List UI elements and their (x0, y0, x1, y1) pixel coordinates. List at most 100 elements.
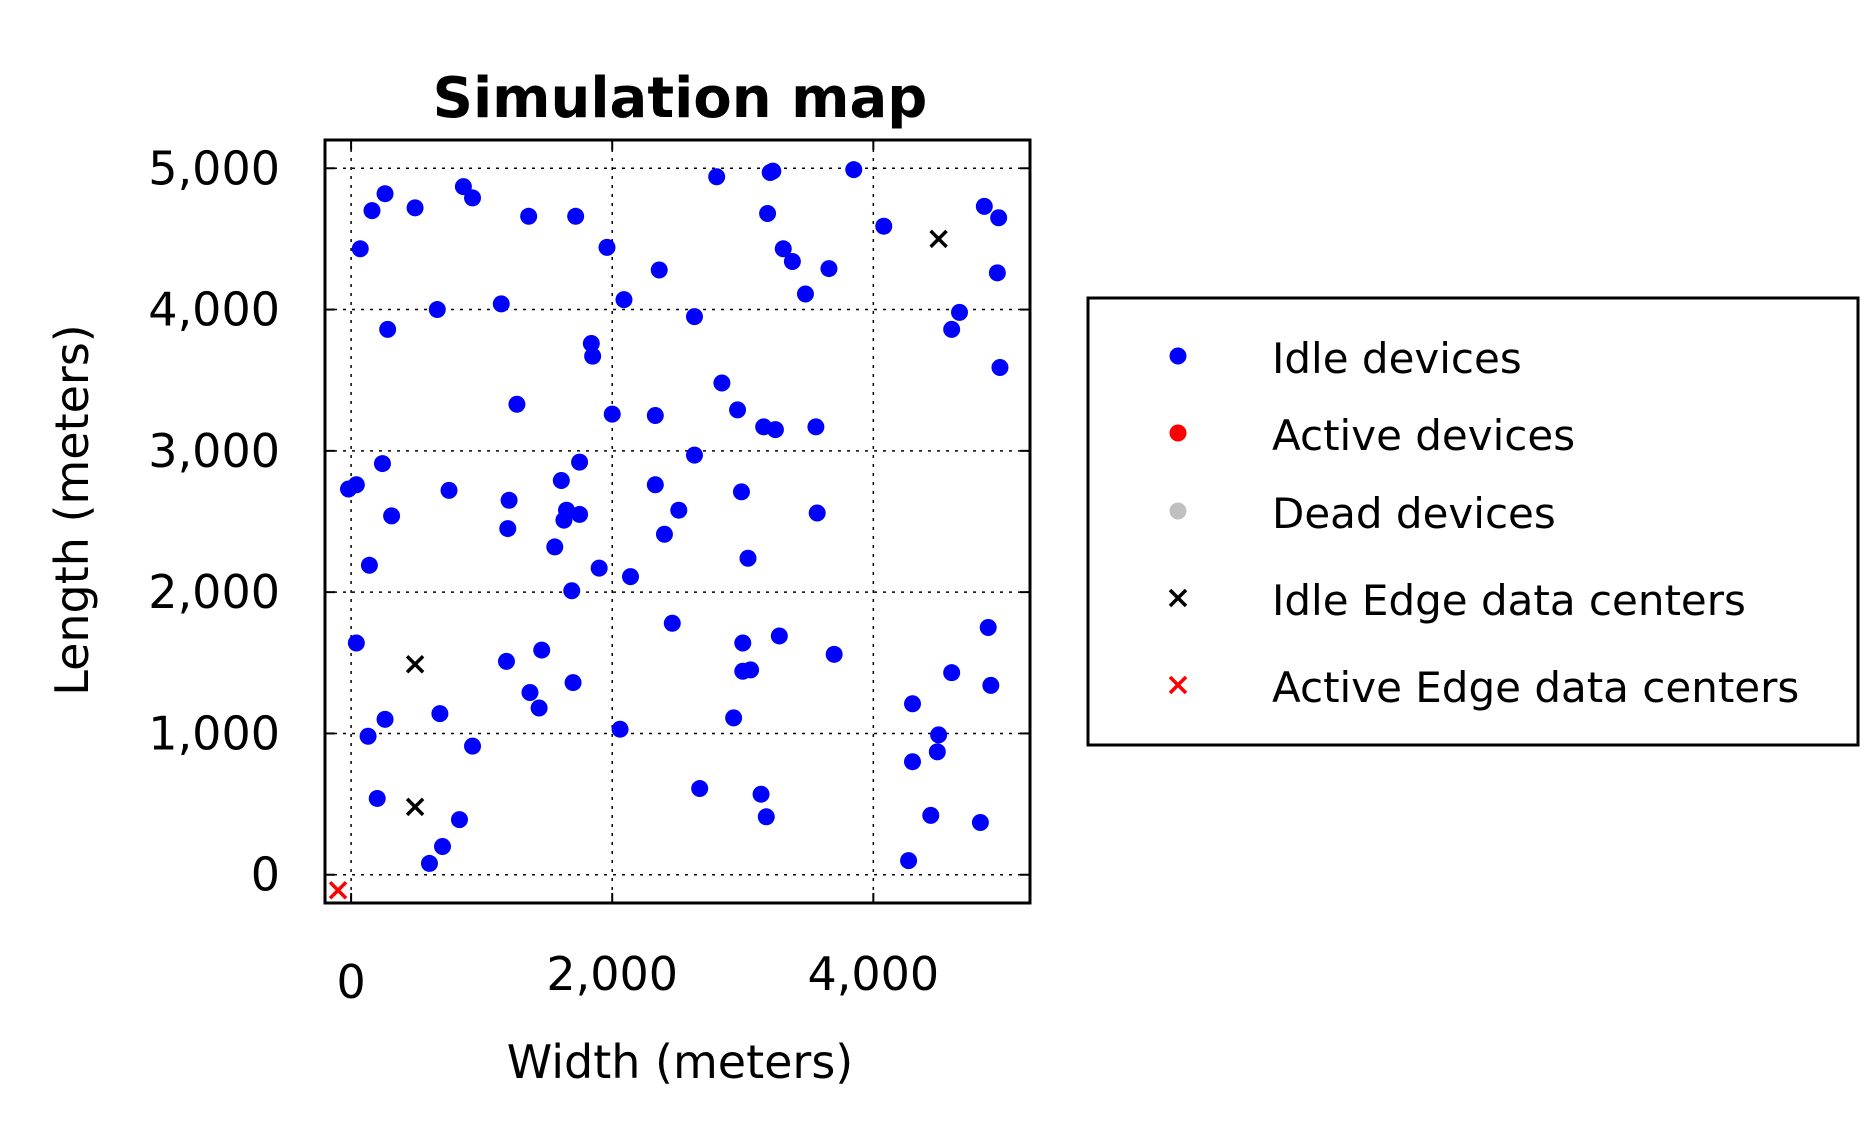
idle-device-point (808, 504, 826, 522)
idle-device-point (376, 185, 394, 203)
x-tick-label: 0 (336, 955, 365, 1009)
idle-device-point (379, 320, 397, 338)
idle-device-point (991, 358, 1009, 376)
idle-device-point (622, 568, 639, 586)
idle-device-point (646, 476, 664, 494)
idle-device-point (734, 634, 752, 652)
chart-title: Simulation map (433, 66, 928, 131)
legend-item-dead-devices-label: Dead devices (1272, 489, 1556, 538)
legend-item-idle-edge-symbol (1168, 588, 1188, 608)
idle-device-point (521, 683, 539, 701)
idle-device-point (533, 641, 551, 659)
legend-item-active-edge-label: Active Edge data centers (1272, 663, 1799, 712)
legend-item-idle-devices-label: Idle devices (1272, 334, 1522, 383)
idle-device-point (359, 727, 377, 745)
legend-item-idle-edge-label: Idle Edge data centers (1272, 576, 1746, 625)
idle-device-point (975, 197, 993, 215)
idle-device-point (990, 209, 1008, 227)
idle-device-point (655, 525, 673, 543)
idle-device-point (725, 709, 743, 727)
idle-device-point (729, 401, 747, 419)
idle-device-point (650, 261, 668, 279)
idle-device-point (904, 695, 921, 713)
legend-box (1086, 296, 1860, 747)
idle-device-point (555, 511, 573, 529)
y-axis-ticks: 0 1,000 2,000 3,000 4,000 5,000 (148, 141, 1030, 902)
idle-device-point (567, 207, 585, 225)
idle-device-point (757, 808, 775, 826)
x-axis-ticks: 0 2,000 4,000 (336, 140, 939, 1009)
idle-device-point (930, 726, 948, 744)
idle-device-point (900, 852, 918, 870)
idle-device-point (450, 811, 468, 829)
idle-device-point (732, 483, 750, 501)
idle-device-point (979, 618, 997, 636)
idle-edge-datacenter-marker (405, 797, 425, 817)
y-tick-label: 2,000 (148, 565, 280, 619)
y-tick-label: 5,000 (148, 141, 280, 195)
legend-item-active-devices-symbol (1169, 424, 1187, 442)
idle-device-point (739, 549, 757, 567)
idle-device-point (742, 661, 760, 679)
y-tick-label: 0 (251, 848, 280, 902)
grid-lines (325, 140, 1030, 903)
idle-device-point (546, 538, 564, 556)
idle-device-point (582, 334, 600, 352)
idle-device-point (383, 507, 401, 525)
idle-device-point (454, 178, 472, 196)
idle-device-point (368, 789, 386, 807)
idle-device-point (434, 837, 451, 855)
idle-device-point (796, 285, 814, 303)
y-axis-label: Length (meters) (45, 324, 99, 696)
idle-device-point (685, 446, 703, 464)
idle-device-point (988, 264, 1006, 282)
idle-device-point (520, 207, 538, 225)
idle-device-point (943, 664, 961, 682)
idle-device-point (347, 476, 365, 494)
idle-device-point (584, 347, 602, 365)
idle-device-point (764, 162, 782, 180)
idle-device-point (552, 472, 570, 490)
idle-device-point (708, 168, 726, 186)
idle-edge-datacenter-marker (405, 654, 425, 674)
idle-device-point (685, 308, 703, 326)
idle-device-point (563, 582, 581, 600)
idle-device-point (971, 813, 989, 831)
y-tick-label: 1,000 (148, 706, 280, 760)
idle-device-point (360, 556, 378, 574)
idle-device-point (807, 418, 825, 436)
idle-device-point (783, 253, 801, 271)
legend: Idle devices Active devices Dead devices Id… (1086, 296, 1860, 747)
idle-device-point (571, 505, 589, 523)
idle-device-point (571, 453, 589, 471)
idle-device-point (615, 291, 633, 309)
idle-device-point (922, 806, 940, 824)
idle-edge-datacenter-marker (929, 229, 948, 249)
x-tick-label: 4,000 (807, 947, 939, 1001)
y-tick-label: 4,000 (148, 283, 280, 337)
idle-device-point (670, 501, 688, 519)
idle-device-point (691, 780, 709, 798)
idle-device-point (713, 374, 731, 392)
idle-device-point (351, 240, 369, 258)
idle-device-point (845, 161, 863, 179)
idle-device-point (530, 699, 548, 717)
idle-device-point (499, 520, 517, 538)
idle-device-point (820, 260, 838, 278)
idle-device-point (646, 407, 664, 425)
idle-device-point (752, 785, 770, 803)
idle-device-point (766, 421, 784, 439)
legend-item-dead-devices-symbol (1169, 502, 1187, 520)
idle-device-point (497, 652, 515, 670)
data-points (328, 161, 1009, 900)
idle-device-point (508, 395, 526, 413)
idle-device-point (564, 674, 582, 692)
idle-device-point (347, 634, 365, 652)
idle-device-point (982, 676, 1000, 694)
idle-device-point (500, 491, 518, 509)
idle-device-point (663, 614, 681, 632)
idle-device-point (406, 199, 424, 217)
legend-item-idle-devices-symbol (1169, 347, 1187, 365)
idle-device-point (598, 238, 616, 256)
